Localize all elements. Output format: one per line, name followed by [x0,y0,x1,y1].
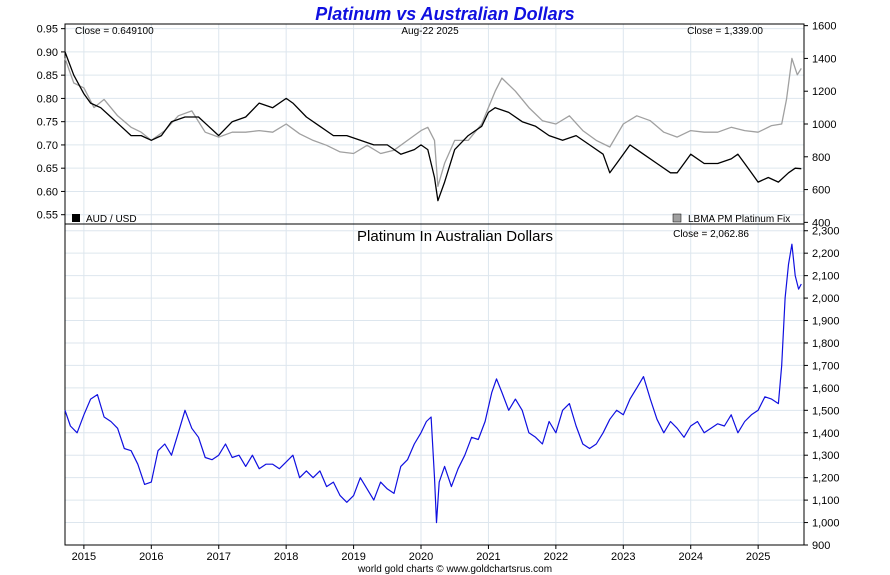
y-right-tick-label: 600 [812,185,830,197]
top-panel-series [64,51,802,202]
date-label: Aug-22 2025 [401,26,459,37]
bottom-close-label: Close = 2,062.86 [673,229,749,240]
y-bottom-tick-label: 1,800 [812,338,840,350]
chart-title: Platinum vs Australian Dollars [315,4,574,24]
y-bottom-tick-label: 1,100 [812,495,840,507]
series-aud-usd-line [64,51,802,202]
y-right-tick-label: 1600 [812,21,836,33]
y-bottom-tick-label: 1,500 [812,405,840,417]
y-left-tick-label: 0.55 [37,210,58,222]
y-bottom-tick-label: 2,100 [812,271,840,283]
bottom-panel-series [64,243,802,524]
y-bottom-tick-label: 1,000 [812,518,840,530]
x-tick-label: 2019 [341,551,365,563]
legend-platinum-swatch [672,213,682,223]
y-bottom-tick-label: 1,200 [812,473,840,485]
x-tick-label: 2016 [139,551,163,563]
y-bottom-tick-label: 2,000 [812,293,840,305]
y-bottom-tick-label: 2,300 [812,226,840,238]
top-panel-grid [65,24,804,224]
top-panel-frame [64,23,805,225]
bottom-chart-title: Platinum In Australian Dollars [357,228,553,245]
left-close-label: Close = 0.649100 [75,26,154,37]
x-tick-label: 2023 [611,551,635,563]
x-tick-label: 2020 [409,551,433,563]
y-left-tick-label: 0.80 [37,93,58,105]
x-tick-label: 2025 [746,551,770,563]
y-bottom-tick-label: 1,300 [812,450,840,462]
right-close-label: Close = 1,339.00 [687,26,763,37]
y-left-tick-label: 0.65 [37,163,58,175]
x-tick-label: 2017 [206,551,230,563]
y-bottom-tick-label: 900 [812,540,830,552]
y-bottom-tick-label: 1,900 [812,316,840,328]
y-right-tick-label: 1000 [812,119,836,131]
footer-credit: world gold charts © www.goldchartsrus.co… [357,564,552,575]
legend-platinum-label: LBMA PM Platinum Fix [688,214,790,225]
series-platinum-line [64,57,802,187]
y-right-tick-label: 400 [812,217,830,229]
bottom-panel-frame [64,223,805,546]
y-right-tick-label: 1200 [812,86,836,98]
y-left-tick-label: 0.60 [37,186,58,198]
y-right-tick-label: 800 [812,152,830,164]
axis-ticks: 2015 2016 2017 2018 2019 2020 2021 2022 2023 2024… [37,21,840,563]
y-bottom-tick-label: 1,700 [812,360,840,372]
x-tick-label: 2018 [274,551,298,563]
legend-aud-label: AUD / USD [86,214,137,225]
y-bottom-tick-label: 2,200 [812,248,840,260]
y-bottom-tick-label: 1,600 [812,383,840,395]
y-bottom-tick-label: 1,400 [812,428,840,440]
y-right-tick-label: 1400 [812,53,836,65]
y-left-tick-label: 0.75 [37,117,58,129]
x-tick-label: 2022 [544,551,568,563]
x-tick-label: 2015 [72,551,96,563]
y-left-tick-label: 0.90 [37,47,58,59]
bottom-panel-grid [65,224,804,546]
y-left-tick-label: 0.85 [37,70,58,82]
x-tick-label: 2021 [476,551,500,563]
legend-aud-swatch [72,214,80,222]
x-tick-label: 2024 [678,551,702,563]
y-left-tick-label: 0.70 [37,140,58,152]
series-platinum-aud-line [64,243,802,524]
y-left-tick-label: 0.95 [37,24,58,36]
